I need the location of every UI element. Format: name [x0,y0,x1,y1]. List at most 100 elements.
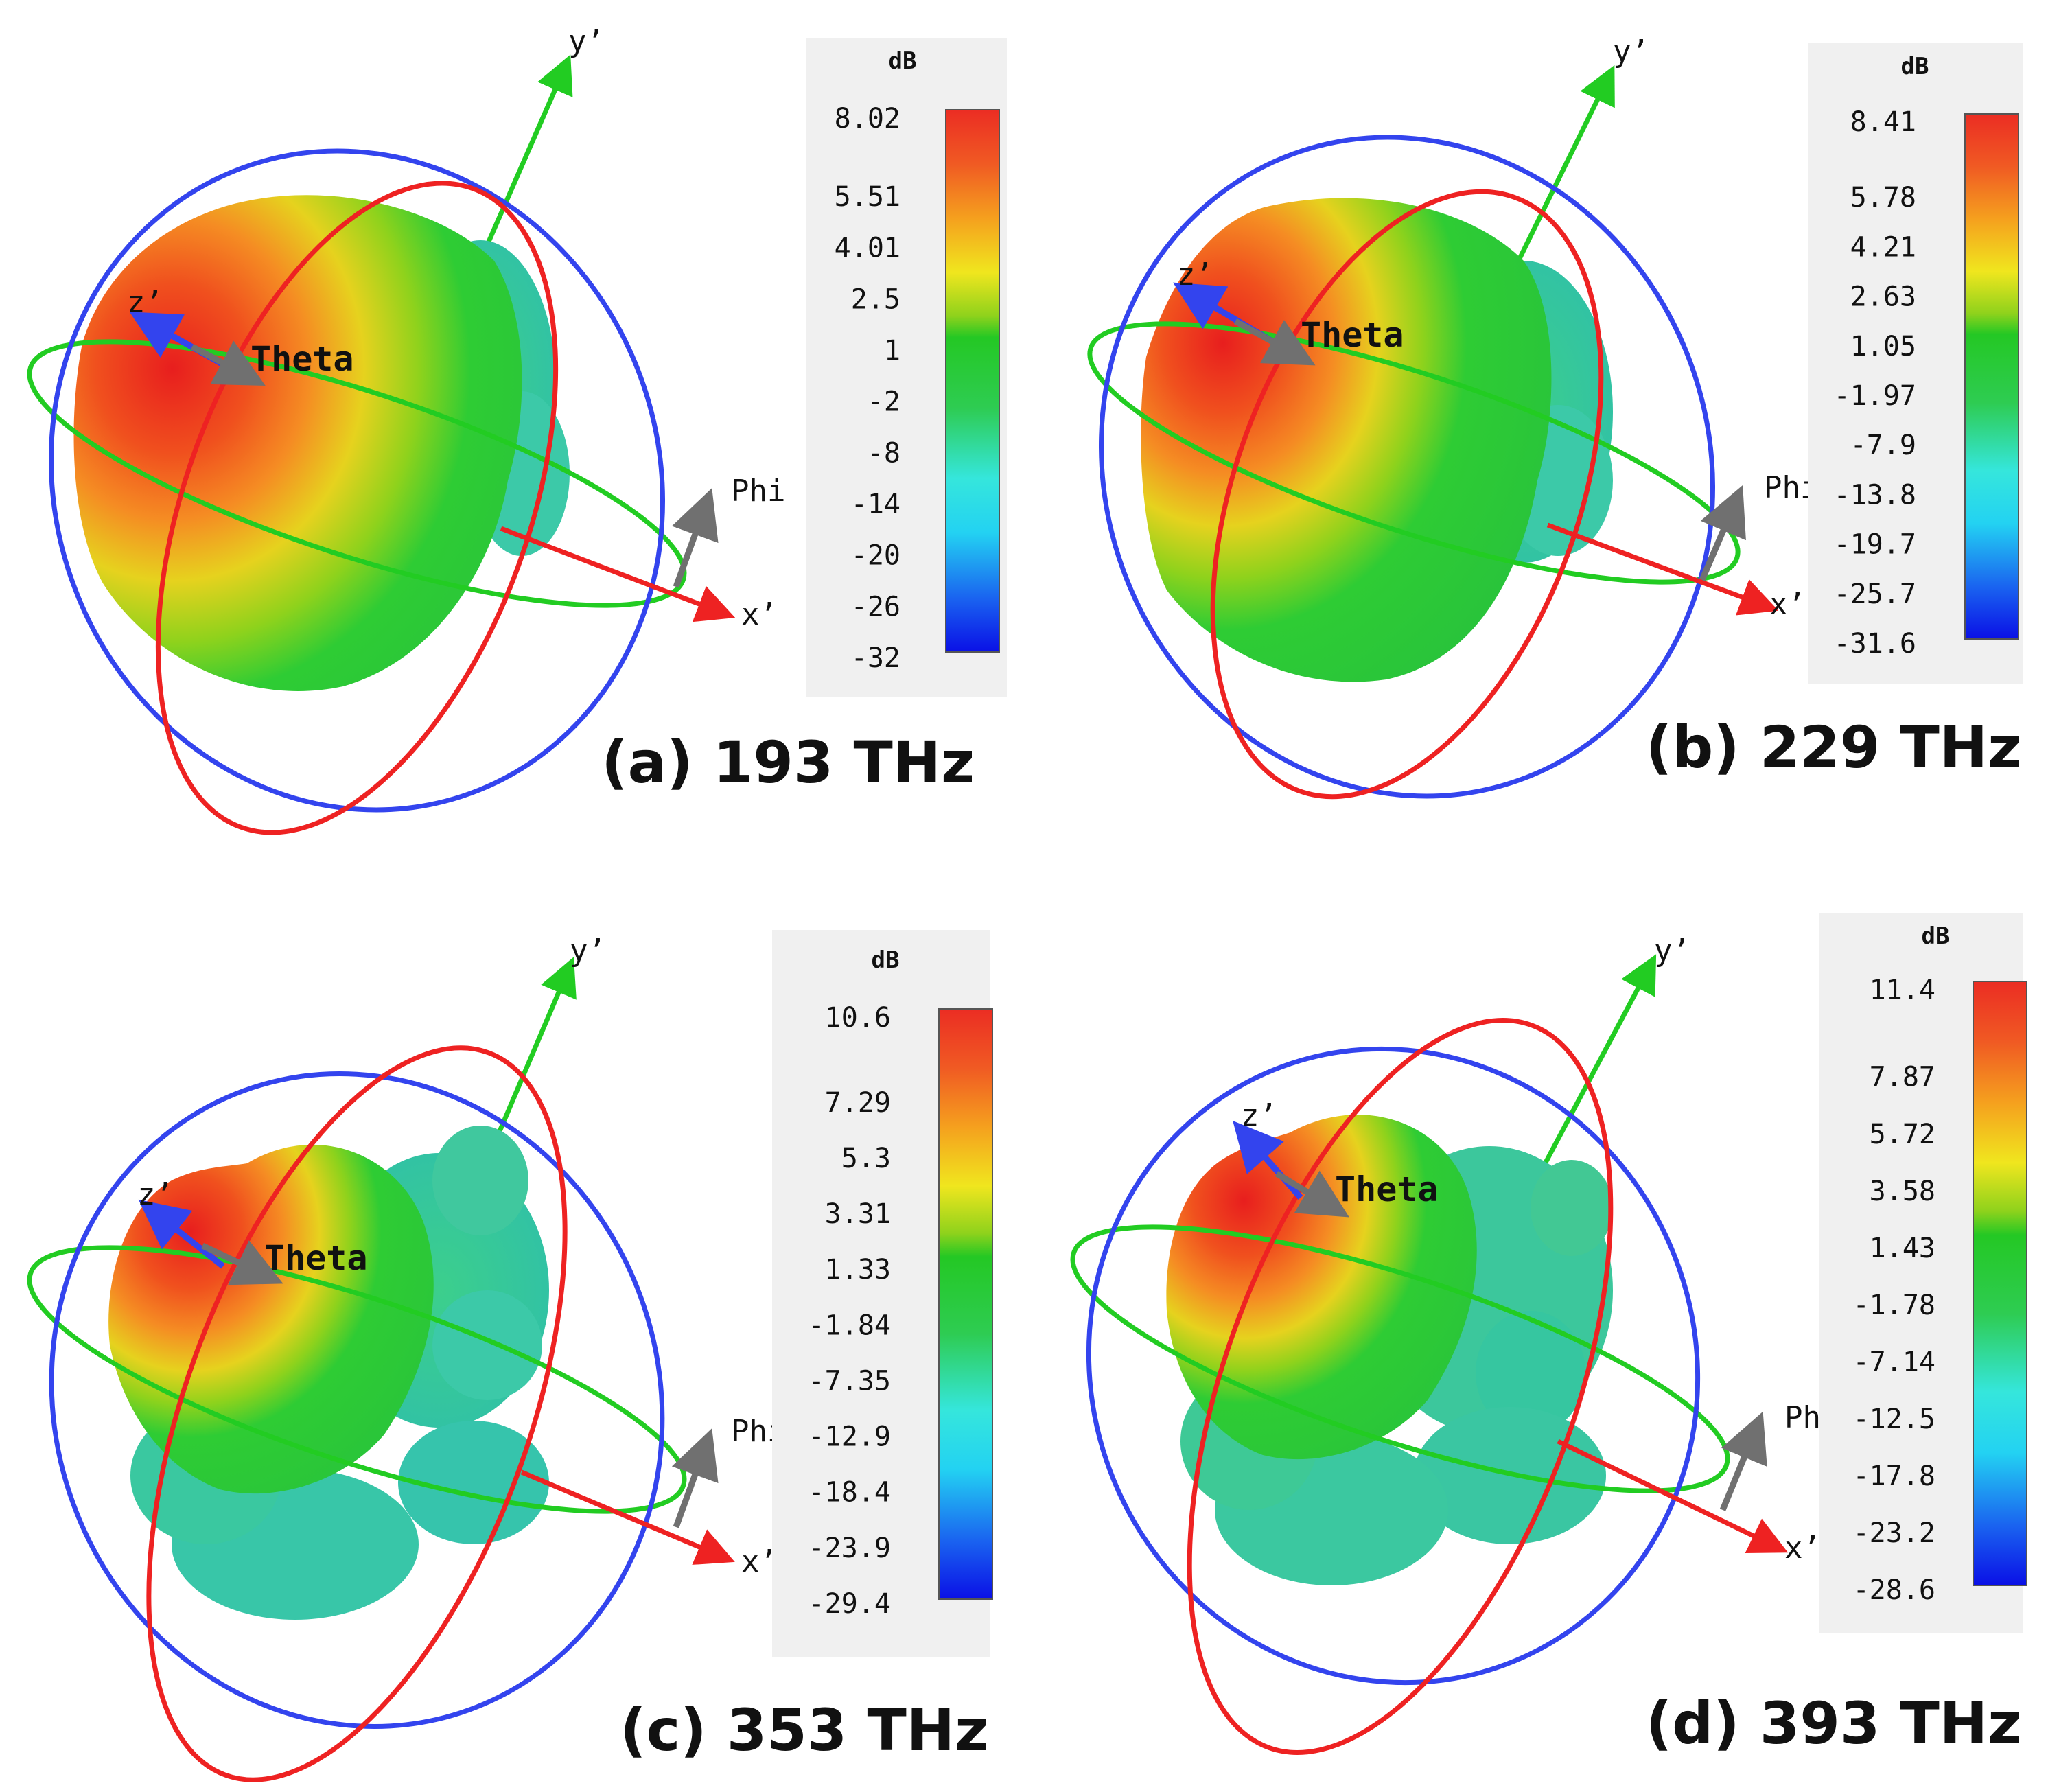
colorbar-ticks: 10.6 7.29 5.3 3.31 1.33 -1.84 -7.35 -12.9 -18.4 -… [809,1002,891,1620]
colorbar-ticks: 11.4 7.87 5.72 3.58 1.43 -1.78 -7.14 -12.5 -17.8… [1853,975,1935,1606]
y-axis-label: y’ [570,933,606,968]
theta-arrow [190,340,266,386]
red-ring [155,181,559,835]
x-axis-label: x’ [741,1544,778,1579]
colorbar-tick-label: -1.97 [1834,380,1916,412]
green-ring [27,339,687,608]
colorbar-tick-label: -1.84 [809,1310,891,1341]
colorbar-tick-label: -25.7 [1834,579,1916,610]
colorbar-tick-label: 3.31 [825,1198,891,1230]
blue-ring [49,148,665,813]
colorbar-unit: dB [889,47,917,75]
colorbar-tick-label: 5.3 [841,1143,891,1174]
colorbar-tick-label: 5.51 [835,181,900,213]
z-axis-label: z’ [1241,1098,1277,1133]
x-axis-label: x’ [1769,587,1806,622]
blue-ring [49,1071,665,1729]
theta-label: Theta [1335,1170,1439,1209]
phi-arrow [671,1428,719,1528]
colorbar-tick-label: -29.4 [809,1588,891,1620]
colorbar-tick-label: -12.5 [1853,1404,1935,1435]
colorbar-tick-label: 1 [884,335,900,366]
colorbar-gradient [938,1008,993,1600]
theta-arrow [1233,318,1316,366]
y-axis-label: y’ [568,24,605,59]
main-lobe [1166,1115,1477,1460]
colorbar: dB 8.02 5.51 4.01 2.5 1 -2 -8 -14 -20 -26 -32 [806,38,1007,697]
phi-arrow [1699,485,1746,581]
side-lobe [398,1421,549,1544]
side-lobe [1476,1311,1585,1434]
colorbar-tick-label: 8.41 [1850,106,1916,138]
theta-label: Theta [1301,315,1404,355]
colorbar-tick-label: -18.4 [809,1477,891,1509]
colorbar-ticks: 8.41 5.78 4.21 2.63 1.05 -1.97 -7.9 -13.8 -19.7 -… [1834,106,1916,660]
colorbar-tick-label: -19.7 [1834,529,1916,561]
colorbar-tick-label: 2.5 [851,283,900,315]
x-axis-arrow [500,526,736,622]
panel-caption: (a) 193 THz [601,729,975,796]
colorbar-tick-label: 11.4 [1870,975,1935,1006]
colorbar-tick-label: -12.9 [809,1421,891,1453]
panel-d: y’ z’ x’ Theta Phi dB 11.47.875.723.581.… [1070,913,2027,1757]
green-ring [1087,321,1741,585]
colorbar-gradient [945,109,1000,653]
theta-label: Theta [251,339,354,379]
colorbar-ticks: 8.02 5.51 4.01 2.5 1 -2 -8 -14 -20 -26 -32 [835,103,900,674]
colorbar-tick-label: -13.8 [1834,479,1916,511]
panel-a: y’ z’ x’ Theta Phi dB 8.02 5.51 4.01 2.5 1 -2… [27,24,1007,835]
z-axis-label: z’ [137,1177,174,1212]
blue-ring [1086,1046,1701,1686]
main-lobe [1141,198,1552,682]
panel-caption: (b) 229 THz [1646,714,2021,781]
colorbar-tick-label: 7.29 [825,1087,891,1119]
phi-arrow [671,488,719,588]
z-axis-arrow [138,1199,225,1269]
colorbar-tick-label: -17.8 [1853,1461,1935,1492]
theta-label: Theta [264,1238,368,1278]
z-axis-label: z’ [1177,257,1213,292]
x-axis-label: x’ [1784,1531,1821,1566]
colorbar-tick-label: -14 [851,489,900,520]
colorbar-tick-label: -32 [851,642,900,674]
colorbar-tick-label: -31.6 [1834,628,1916,660]
colorbar-tick-label: -20 [851,540,900,572]
colorbar-tick-label: -1.78 [1853,1290,1935,1321]
panel-caption: (c) 353 THz [620,1697,988,1764]
y-axis-label: y’ [1654,933,1690,968]
colorbar-tick-label: -7.14 [1853,1347,1935,1378]
colorbar-tick-label: -28.6 [1853,1574,1935,1606]
x-axis-arrow [1546,522,1779,616]
x-axis-arrow [520,1469,735,1565]
colorbar: dB 10.6 7.29 5.3 3.31 1.33 -1.84 -7.35 -12.9 -18… [772,930,993,1657]
colorbar-tick-label: 10.6 [825,1002,891,1034]
colorbar-tick-label: 1.33 [825,1254,891,1285]
colorbar-tick-label: 2.63 [1850,281,1916,313]
red-ring [1210,189,1604,800]
x-axis-label: x’ [741,597,778,632]
colorbar-tick-label: -7.9 [1850,430,1916,461]
colorbar: dB 11.4 7.87 5.72 3.58 1.43 -1.78 -7.14 -12.5 -1… [1819,913,2027,1633]
colorbar-tick-label: -8 [868,437,900,469]
x-axis-arrow [1557,1439,1789,1554]
colorbar-tick-label: 4.21 [1850,231,1916,263]
colorbar-tick-label: 7.87 [1870,1062,1935,1093]
green-ring [27,1245,687,1514]
panel-b: y’ z’ x’ Theta Phi dB 8.415.784.212.631.… [1087,34,2023,800]
colorbar-tick-label: 1.43 [1870,1233,1935,1264]
colorbar-tick-label: 5.72 [1870,1119,1935,1150]
z-axis-arrow [1233,1121,1303,1200]
side-lobe [432,1126,528,1235]
blue-ring [1099,135,1715,799]
colorbar-tick-label: 8.02 [835,103,900,135]
main-lobe [73,195,522,691]
colorbar-unit: dB [872,946,900,974]
y-axis-label: y’ [1613,34,1649,69]
colorbar-unit: dB [1922,922,1950,950]
theta-arrow [201,1240,283,1285]
colorbar-tick-label: -23.2 [1853,1517,1935,1549]
phi-label: Phi [731,474,785,509]
side-lobe [1531,1160,1613,1256]
theta-arrow [1275,1170,1349,1218]
